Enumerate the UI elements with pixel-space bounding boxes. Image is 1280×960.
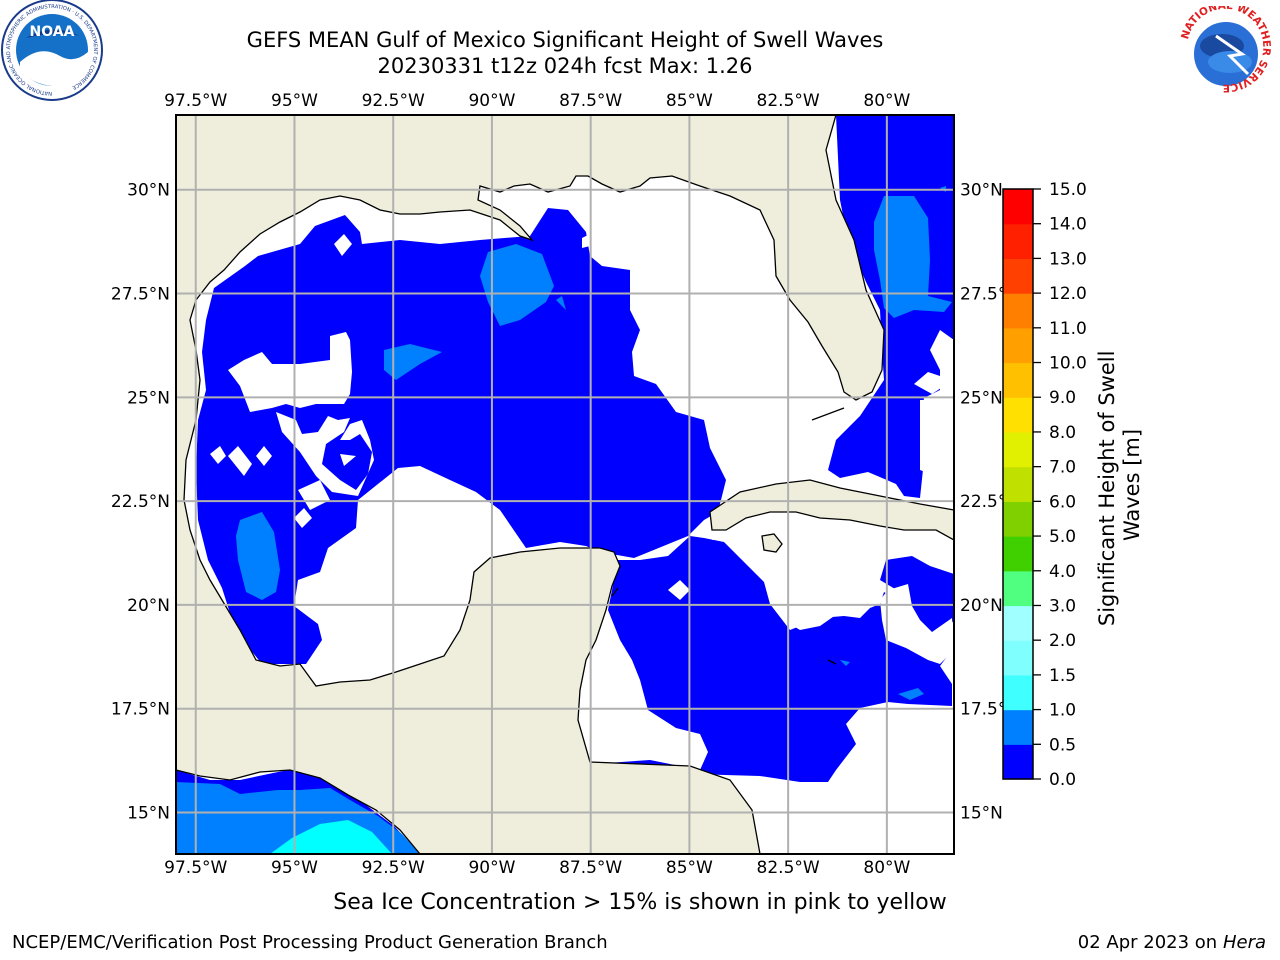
colorbar-ticks: 15.0 14.0 13.0 12.0 11.0 10.0 9.0 8.0 7.0 6.0 5.0 4… (1033, 180, 1087, 790)
colorbar-tick-label: 13.0 (1049, 249, 1087, 269)
colorbar-tick-label: 3.0 (1049, 596, 1076, 616)
colorbar-swatch (1003, 605, 1033, 641)
colorbar-swatch (1003, 327, 1033, 364)
lon-tick-bottom: 90°W (468, 858, 515, 878)
lat-tick-right: 25°N (960, 388, 1003, 408)
producer-credit: NCEP/EMC/Verification Post Processing Pr… (12, 932, 608, 953)
lon-tick-bottom: 85°W (666, 858, 713, 878)
swell-band-0.5-1.0 (176, 186, 952, 854)
lon-tick-bottom: 87.5°W (559, 858, 622, 878)
lat-tick-left: 30°N (127, 181, 170, 201)
swell-zero-patches (210, 186, 954, 664)
lat-tick-left: 20°N (127, 596, 170, 616)
lon-tick-bottom: 95°W (271, 858, 318, 878)
swell-band-1.0-1.5 (270, 820, 392, 854)
colorbar-swatch (1003, 397, 1033, 433)
colorbar-label-line2: Waves [m] (1120, 429, 1144, 541)
lon-tick-top: 97.5°W (164, 91, 227, 111)
colorbar-swatch (1003, 258, 1033, 294)
noaa-logo-text: NOAA (30, 24, 75, 40)
lon-tick-top: 87.5°W (559, 91, 622, 111)
lat-tick-left: 15°N (127, 803, 170, 823)
lat-tick-right: 20°N (960, 596, 1003, 616)
noaa-logo: NOAA NATIONAL OCEANIC AND ATMOSPHERIC AD… (1, 0, 103, 101)
colorbar-label-line1: Significant Height of Swell (1095, 351, 1119, 627)
colorbar-tick-label: 14.0 (1049, 215, 1087, 235)
lon-tick-top: 82.5°W (757, 91, 820, 111)
colorbar-swatch (1003, 466, 1033, 502)
lat-tick-left: 27.5°N (111, 285, 170, 305)
svg-text:Significant Height of Swell: Significant Height of Swell Waves [m] (1095, 344, 1144, 626)
lat-tick-right: 30°N (960, 181, 1003, 201)
colorbar-swatch (1003, 744, 1033, 780)
colorbar-tick-label: 1.5 (1049, 666, 1076, 686)
map-gridlines (176, 115, 954, 854)
small-islands (611, 407, 845, 665)
colorbar-tick-label: 7.0 (1049, 458, 1076, 478)
colorbar-swatch (1003, 501, 1033, 537)
run-date-text: 02 Apr 2023 on (1077, 932, 1218, 953)
colorbar-frame (1002, 188, 1034, 780)
lon-tick-bottom: 92.5°W (362, 858, 425, 878)
lat-tick-left: 25°N (127, 388, 170, 408)
colorbar-swatches (1003, 189, 1033, 780)
colorbar-tick-label: 2.0 (1049, 631, 1076, 651)
colorbar-tick-label: 4.0 (1049, 562, 1076, 582)
lon-tick-top: 95°W (271, 91, 318, 111)
colorbar-tick-label: 0.0 (1049, 770, 1076, 790)
lon-tick-bottom: 97.5°W (164, 858, 227, 878)
lat-tick-right: 15°N (960, 803, 1003, 823)
colorbar-tick-label: 5.0 (1049, 527, 1076, 547)
run-date: 02 Apr 2023 on Hera (1078, 932, 1266, 953)
colorbar-swatch (1003, 709, 1033, 745)
lon-tick-top: 85°W (666, 91, 713, 111)
host-name: Hera (1222, 932, 1266, 953)
map-tick-labels: 97.5°W 97.5°W 95°W 95°W 92.5°W 92.5°W 90°W 90°W… (111, 91, 1019, 878)
colorbar-tick-label: 6.0 (1049, 492, 1076, 512)
lon-tick-top: 90°W (468, 91, 515, 111)
lon-tick-top: 92.5°W (362, 91, 425, 111)
lon-tick-bottom: 80°W (863, 858, 910, 878)
colorbar-swatch (1003, 674, 1033, 711)
colorbar-swatch (1003, 431, 1033, 468)
colorbar-tick-label: 0.5 (1049, 735, 1076, 755)
lon-tick-bottom: 82.5°W (757, 858, 820, 878)
colorbar-tick-label: 1.0 (1049, 701, 1076, 721)
colorbar-swatch (1003, 362, 1033, 398)
colorbar-tick-label: 11.0 (1049, 319, 1087, 339)
colorbar-swatch (1003, 189, 1033, 225)
colorbar-swatch (1003, 223, 1033, 260)
map-frame (175, 114, 955, 855)
lat-tick-left: 22.5°N (111, 492, 170, 512)
map-subtitle: 20230331 t12z 024h fcst Max: 1.26 (377, 54, 753, 78)
nws-logo: NATIONAL WEATHER SERVICE (1179, 6, 1272, 100)
colorbar-tick-label: 12.0 (1049, 284, 1087, 304)
lon-tick-top: 80°W (863, 91, 910, 111)
colorbar-tick-label: 10.0 (1049, 354, 1087, 374)
colorbar-swatch (1003, 640, 1033, 676)
colorbar-swatch (1003, 293, 1033, 329)
colorbar-tick-label: 8.0 (1049, 423, 1076, 443)
colorbar-tick-label: 15.0 (1049, 180, 1087, 200)
colorbar-tick-label: 9.0 (1049, 388, 1076, 408)
map-title: GEFS MEAN Gulf of Mexico Significant Hei… (246, 28, 884, 52)
lat-tick-left: 17.5°N (111, 700, 170, 720)
sea-ice-note: Sea Ice Concentration > 15% is shown in … (333, 890, 947, 915)
colorbar-swatch (1003, 570, 1033, 607)
colorbar-swatch (1003, 536, 1033, 572)
